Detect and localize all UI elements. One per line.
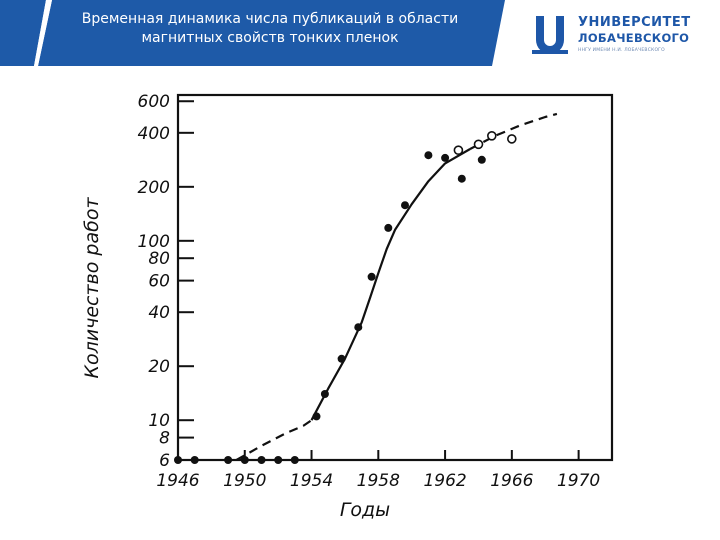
open-point-1 <box>473 139 484 150</box>
y-tick-label-0: 6 <box>159 451 170 471</box>
dashed-curve-4 <box>469 112 558 150</box>
logo-mark-bar <box>532 50 568 54</box>
plot-frame <box>176 93 614 462</box>
filled-point-17 <box>477 155 486 164</box>
header-banner <box>0 0 505 66</box>
filled-point-0 <box>174 456 182 464</box>
y-tick-label-3: 20 <box>148 357 170 377</box>
header-accent-stripe <box>34 0 52 66</box>
y-tick-label-4: 40 <box>148 303 170 323</box>
open-point-2 <box>486 131 497 141</box>
university-logo: УНИВЕРСИТЕТ ЛОБАЧЕВСКОГО ННГУ ИМЕНИ Н.И.… <box>528 12 713 58</box>
logo-text-line1: УНИВЕРСИТЕТ <box>578 15 691 30</box>
fit-curve-2 <box>310 148 471 421</box>
slide-title-line1: Временная динамика числа публикаций в об… <box>81 11 459 27</box>
filled-point-4 <box>257 456 266 464</box>
y-tick-label-8: 200 <box>138 178 170 198</box>
filled-point-2 <box>224 456 233 464</box>
y-tick-label-5: 60 <box>148 272 170 292</box>
filled-point-13 <box>401 201 409 210</box>
y-tick-label-2: 10 <box>148 411 170 431</box>
filled-point-9 <box>337 354 346 363</box>
filled-point-14 <box>424 151 433 160</box>
logo-tagline: ННГУ ИМЕНИ Н.И. ЛОБАЧЕВСКОГО <box>578 48 665 53</box>
fit-curves <box>235 112 558 461</box>
x-tick-label-1: 1950 <box>223 471 266 491</box>
logo-mark-arc <box>536 16 564 54</box>
slide-header: Временная динамика числа публикаций в об… <box>0 0 720 66</box>
logo-text-line2: ЛОБАЧЕВСКОГО <box>578 31 690 45</box>
slide-title: Временная динамика числа публикаций в об… <box>50 10 490 48</box>
open-point-0 <box>453 145 464 155</box>
y-tick-label-10: 600 <box>138 92 170 112</box>
filled-point-7 <box>312 412 321 421</box>
data-points <box>174 131 517 464</box>
y-axis-title: Количество работ <box>81 197 103 379</box>
x-axis-title: Годы <box>340 499 390 521</box>
dashed-curve-3 <box>235 419 313 461</box>
filled-point-11 <box>367 272 376 281</box>
university-logo-icon <box>532 16 568 54</box>
x-tick-label-2: 1954 <box>290 471 333 491</box>
header-left-tab <box>0 0 46 66</box>
y-tick-label-1: 8 <box>159 429 170 449</box>
filled-point-16 <box>457 174 466 183</box>
x-tick-label-3: 1958 <box>357 471 400 491</box>
x-tick-label-5: 1966 <box>490 471 533 491</box>
x-tick-label-0: 1946 <box>156 471 199 491</box>
filled-point-10 <box>354 323 363 332</box>
header-main-band <box>38 0 505 66</box>
x-tick-label-4: 1962 <box>423 471 466 491</box>
filled-point-12 <box>384 223 393 232</box>
x-tick-label-6: 1970 <box>557 471 600 491</box>
filled-point-5 <box>274 456 283 464</box>
filled-point-6 <box>290 456 299 464</box>
x-axis-ticks: 1946 1950 1954 1958 1962 1966 1970 <box>156 450 600 491</box>
filled-point-1 <box>190 456 199 464</box>
open-point-3 <box>506 134 517 144</box>
y-tick-label-6: 80 <box>148 249 170 269</box>
filled-point-15 <box>441 153 450 162</box>
y-tick-label-9: 400 <box>138 124 170 144</box>
filled-point-8 <box>320 390 329 398</box>
slide-title-line2: магнитных свойств тонких пленок <box>141 30 399 46</box>
chart-frame-group <box>176 93 614 462</box>
y-tick-label-7: 100 <box>138 232 170 252</box>
filled-point-3 <box>240 456 249 464</box>
